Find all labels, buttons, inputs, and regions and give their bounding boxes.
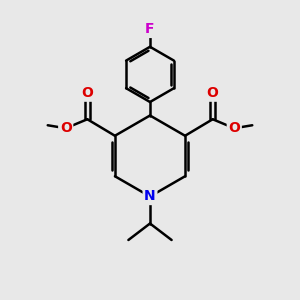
Text: N: N [144,190,156,203]
Text: O: O [228,121,240,135]
Text: O: O [207,86,219,100]
Text: O: O [81,86,93,100]
Text: F: F [145,22,155,36]
Text: O: O [60,121,72,135]
